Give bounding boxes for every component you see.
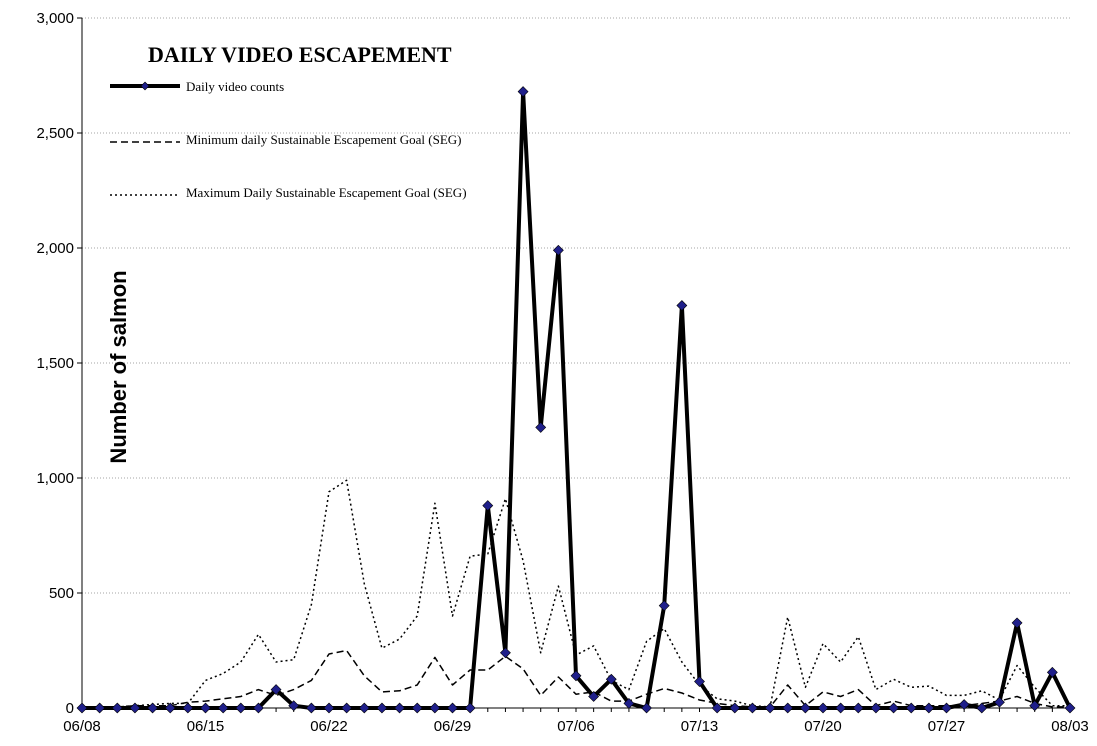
data-point [941,702,952,714]
grid-lines [82,17,1070,594]
data-point [217,702,229,714]
data-point [323,702,335,714]
y-tick-label: 2,000 [36,240,74,257]
data-point [835,702,847,714]
data-point [923,702,935,714]
data-point [676,300,688,311]
y-tick-label: 500 [49,585,74,602]
data-point [1064,702,1076,714]
data-point [376,702,388,714]
data-point [464,702,476,714]
data-point [1029,700,1041,712]
data-point [111,702,123,714]
x-tick-label: 07/27 [928,718,966,735]
y-tick-label: 3,000 [36,10,74,27]
data-point [782,702,794,714]
data-point [429,702,441,714]
legend-label-video-counts: Daily video counts [186,79,284,94]
x-tick-label: 06/15 [187,718,225,735]
axes: 0 500 1,000 1,500 2,000 2,500 3,000 06/08 06/15 0… [36,10,1088,735]
data-point [623,697,635,709]
y-tick-label: 2,500 [36,125,74,142]
x-tick-label: 07/13 [681,718,719,735]
legend: Daily video counts Minimum daily Sustain… [110,79,467,200]
data-point [817,702,829,714]
data-point [799,702,811,714]
data-point [570,670,582,682]
data-point [394,702,405,714]
data-point [253,702,264,714]
data-point [129,702,141,714]
data-point [694,676,705,687]
chart-title: DAILY VIDEO ESCAPEMENT [148,42,452,67]
legend-label-min-seg-box: Minimum daily Sustainable Escapement Goa… [186,132,462,147]
legend-label-max-seg-box: Maximum Daily Sustainable Escapement Goa… [186,185,467,200]
data-point [658,600,670,612]
y-axis-label: Number of salmon [106,270,131,463]
data-point [870,702,882,714]
y-tick-label: 1,000 [36,470,74,487]
legend-marker-video-counts [140,81,150,91]
data-point [994,696,1005,708]
legend-label-min-seg: Minimum daily Sustainable Escapement Goa… [186,132,462,147]
data-point [94,702,106,714]
data-point [852,702,864,714]
data-point [1046,666,1058,678]
data-point [588,691,600,702]
data-point [288,700,300,712]
data-point [747,702,758,714]
data-point [341,702,353,714]
data-point [605,673,617,685]
data-point [711,702,723,714]
data-point [888,702,899,714]
x-tick-label: 06/22 [310,718,348,735]
y-tick-label: 0 [66,700,74,717]
data-point [552,244,564,256]
data-point [482,500,494,512]
legend-label-max-seg: Maximum Daily Sustainable Escapement Goa… [186,185,467,200]
data-point [764,702,776,714]
data-point [535,421,547,433]
data-point [729,702,741,714]
data-point [447,702,458,714]
data-point [147,702,158,714]
x-tick-label: 08/03 [1051,718,1089,735]
data-point [517,86,529,98]
data-point [958,699,970,710]
data-point [976,702,988,714]
series-layer [76,86,1076,714]
x-tick-label: 06/29 [434,718,472,735]
data-point [182,702,194,714]
data-point [76,702,88,714]
data-point [641,702,652,714]
data-point [270,684,282,696]
y-tick-label: 1,500 [36,355,74,372]
data-point [905,702,917,714]
x-tick-label: 07/06 [557,718,595,735]
data-point [358,702,370,714]
data-point [200,702,211,714]
data-point [235,702,247,714]
series-line-1 [82,649,1070,708]
data-point [411,702,423,714]
data-point [1011,617,1023,629]
data-point [164,702,176,714]
x-tick-label: 06/08 [63,718,101,735]
x-tick-label: 07/20 [804,718,842,735]
data-point [305,702,317,714]
data-point [500,647,511,659]
